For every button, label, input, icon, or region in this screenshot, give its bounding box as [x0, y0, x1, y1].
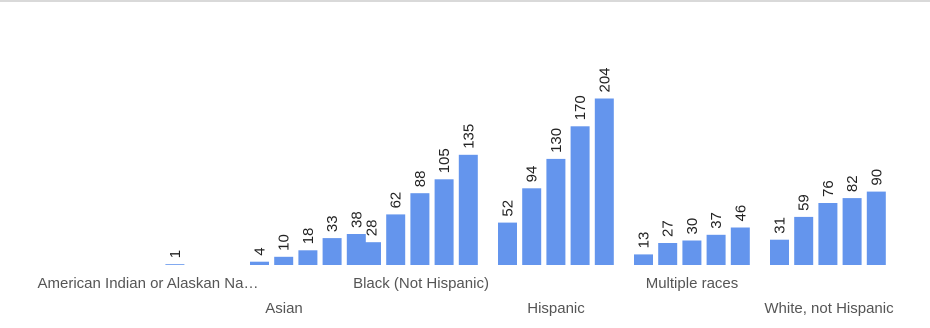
bar — [522, 188, 542, 265]
data-label: 31 — [772, 217, 789, 234]
bar — [546, 158, 566, 265]
data-label: 27 — [660, 220, 677, 237]
bar — [682, 240, 702, 265]
bar — [298, 250, 318, 265]
category-label: Black (Not Hispanic) — [353, 275, 489, 292]
category-label: Asian — [265, 300, 303, 317]
data-label: 135 — [460, 124, 477, 149]
data-label: 37 — [708, 212, 725, 229]
bar — [658, 243, 678, 265]
data-label: 28 — [364, 220, 381, 237]
bar — [706, 234, 726, 265]
bar — [322, 238, 342, 265]
bar — [362, 242, 381, 265]
data-label: 59 — [796, 194, 813, 211]
data-label: 62 — [388, 192, 405, 209]
data-label: 52 — [500, 200, 517, 217]
bar — [410, 193, 430, 265]
bar — [842, 198, 862, 265]
bar — [274, 256, 294, 265]
data-label: 90 — [868, 169, 885, 186]
bar — [594, 98, 614, 265]
bar — [634, 254, 653, 265]
bar — [730, 227, 750, 265]
bar — [165, 264, 185, 265]
bar — [794, 216, 814, 265]
bar — [818, 203, 838, 265]
top-divider — [0, 0, 930, 2]
category-label: Multiple races — [646, 275, 739, 292]
bar — [570, 126, 590, 265]
data-label: 76 — [820, 180, 837, 197]
data-label: 46 — [732, 205, 749, 222]
data-label: 38 — [348, 211, 365, 228]
data-label: 204 — [596, 67, 613, 92]
bar — [866, 191, 886, 265]
bar — [346, 234, 366, 265]
data-label: 4 — [252, 247, 269, 255]
bar — [386, 214, 406, 265]
data-label: 10 — [276, 234, 293, 251]
bar — [498, 222, 517, 265]
data-label: 82 — [844, 175, 861, 192]
data-label: 94 — [524, 166, 541, 183]
category-label: White, not Hispanic — [764, 300, 894, 317]
data-label: 130 — [548, 128, 565, 153]
bar — [250, 261, 269, 265]
bar — [458, 154, 478, 265]
category-label: American Indian or Alaskan Na… — [38, 275, 259, 292]
bar — [434, 179, 454, 265]
data-label: 1 — [167, 250, 184, 258]
data-label: 170 — [572, 95, 589, 120]
data-label: 105 — [436, 148, 453, 173]
data-label: 88 — [412, 171, 429, 188]
data-label: 33 — [324, 215, 341, 232]
data-label: 30 — [684, 218, 701, 235]
data-label: 13 — [636, 232, 653, 249]
bar — [770, 239, 789, 265]
data-label: 18 — [300, 228, 317, 245]
category-label: Hispanic — [527, 300, 585, 317]
